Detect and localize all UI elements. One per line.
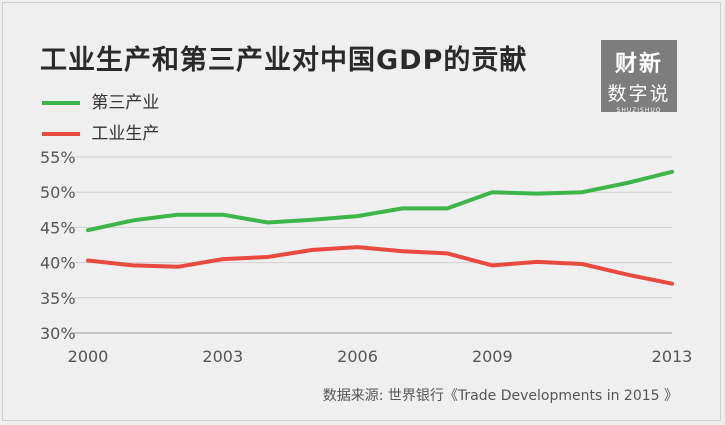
legend-label-industry: 工业生产 (91, 124, 160, 144)
source-note: 数据来源: 世界银行《Trade Developments in 2015 》 (322, 388, 678, 404)
logo-line-2: 数字说 (607, 83, 671, 105)
x-tick-label: 2003 (202, 347, 243, 366)
caixin-logo: 财新 数字说 SHUZISHUO (601, 40, 677, 114)
legend-swatch-industry (42, 132, 80, 136)
legend-item-industry: 工业生产 (42, 119, 159, 144)
y-tick-label: 45% (40, 218, 76, 237)
y-tick-label: 55% (40, 148, 76, 167)
x-tick-label: 2013 (652, 347, 693, 366)
x-tick-label: 2009 (472, 347, 513, 366)
y-tick-label: 40% (40, 254, 76, 273)
x-tick-label: 2006 (337, 347, 378, 366)
y-tick-label: 35% (40, 289, 76, 308)
y-tick-label: 50% (40, 183, 76, 202)
logo-line-1: 财新 (614, 52, 663, 77)
legend-swatch-services (42, 101, 80, 105)
chart-title: 工业生产和第三产业对中国GDP的贡献 (40, 45, 528, 76)
y-tick-label: 30% (40, 324, 76, 343)
x-tick-label: 2000 (68, 347, 109, 366)
series-line-industry (86, 245, 674, 286)
legend-label-services: 第三产业 (91, 93, 160, 113)
series-line-services (86, 169, 674, 233)
logo-line-3: SHUZISHUO (616, 107, 662, 114)
legend-item-services: 第三产业 (42, 88, 159, 113)
